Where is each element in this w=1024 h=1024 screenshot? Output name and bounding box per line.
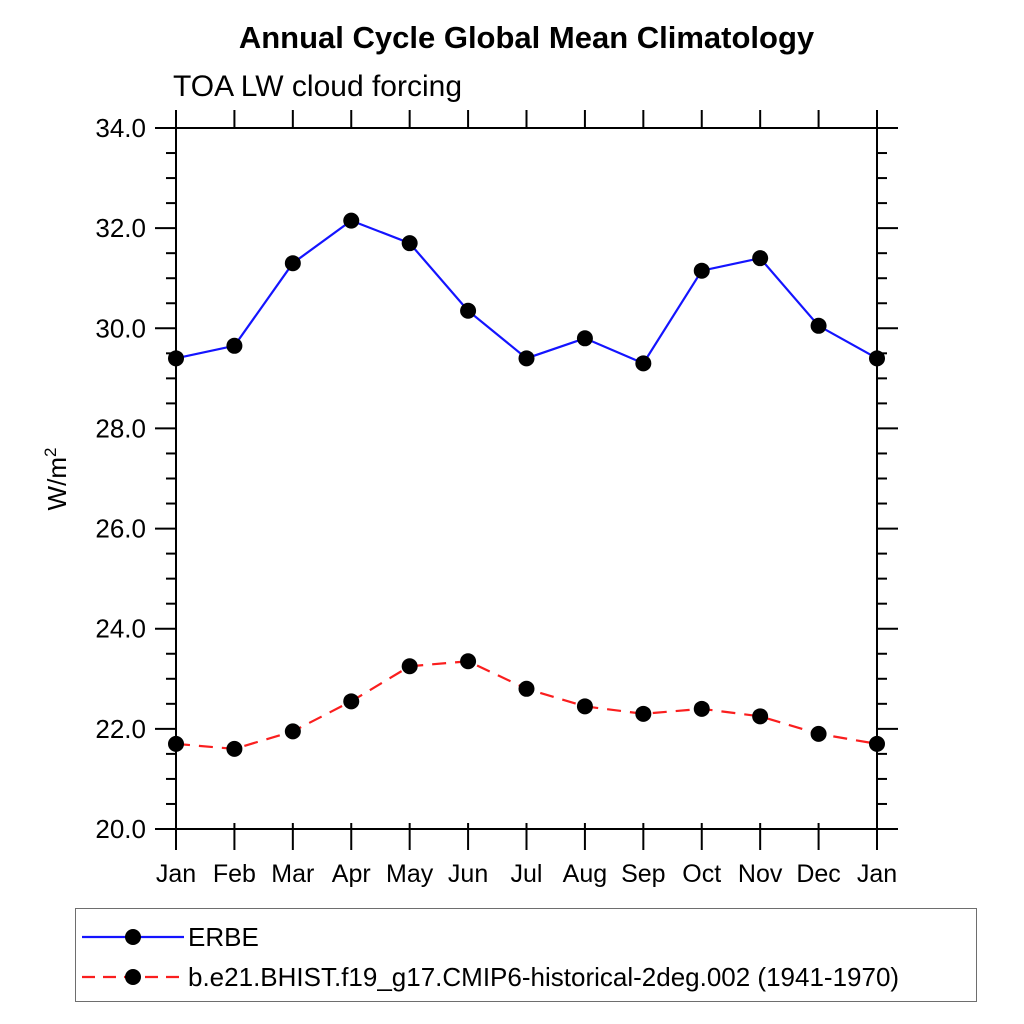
x-tick-label: Sep: [621, 860, 665, 888]
y-tick-label: 30.0: [95, 313, 146, 343]
data-point: [460, 302, 477, 319]
data-point: [518, 680, 535, 697]
data-point: [226, 337, 243, 354]
x-tick-label: Aug: [563, 860, 607, 888]
data-point: [343, 693, 360, 710]
series-line-1: [175, 660, 878, 750]
x-tick-label: Jan: [156, 860, 196, 888]
data-point: [460, 653, 477, 670]
legend-label-erbe: ERBE: [188, 921, 259, 952]
data-point: [693, 700, 710, 717]
y-tick-label: 20.0: [95, 814, 146, 844]
legend-sample-model: [82, 969, 184, 985]
legend-box: ERBE b.e21.BHIST.f19_g17.CMIP6-historica…: [75, 908, 977, 1002]
data-point: [869, 350, 885, 367]
legend-label-model: b.e21.BHIST.f19_g17.CMIP6-historical-2de…: [188, 961, 900, 992]
data-point: [284, 255, 301, 272]
x-tick-label: Nov: [738, 860, 783, 888]
x-tick-label: May: [386, 860, 434, 888]
data-point: [752, 250, 769, 267]
plot-frame: [175, 127, 878, 830]
data-point: [168, 350, 184, 367]
data-point: [752, 708, 769, 725]
y-tick-label: 22.0: [95, 714, 146, 744]
data-point: [401, 235, 418, 252]
y-tick-label: 24.0: [95, 614, 146, 644]
y-tick-label: 32.0: [95, 213, 146, 243]
chart-subtitle: TOA LW cloud forcing: [173, 70, 463, 103]
data-point: [518, 350, 535, 367]
legend-entry-erbe: ERBE: [81, 922, 259, 952]
data-point: [576, 330, 593, 347]
x-tick-label: Oct: [682, 860, 721, 888]
x-tick-label: Apr: [332, 860, 371, 888]
data-point: [635, 355, 652, 372]
y-tick-label: 26.0: [95, 514, 146, 544]
data-point: [401, 658, 418, 675]
chart-title: Annual Cycle Global Mean Climatology: [238, 20, 815, 55]
data-point: [343, 212, 360, 229]
legend-sample-erbe: [82, 929, 184, 945]
series-line-0: [175, 219, 878, 365]
data-point: [635, 705, 652, 722]
data-point: [284, 723, 301, 740]
y-tick-label: 28.0: [95, 413, 146, 443]
data-point: [810, 725, 827, 742]
y-tick-label: 34.0: [95, 113, 146, 143]
data-point: [576, 698, 593, 715]
data-point: [693, 262, 710, 279]
data-point: [168, 735, 184, 752]
x-tick-label: Mar: [271, 860, 314, 888]
x-tick-label: Feb: [213, 860, 256, 888]
data-point: [226, 740, 243, 757]
legend-marker-model: [125, 969, 141, 985]
legend-marker-erbe: [125, 929, 141, 945]
data-point: [810, 317, 827, 334]
x-tick-label: Jun: [448, 860, 488, 888]
legend-entry-model: b.e21.BHIST.f19_g17.CMIP6-historical-2de…: [81, 962, 899, 992]
data-point: [869, 735, 885, 752]
x-tick-label: Jul: [511, 860, 543, 888]
x-tick-label: Dec: [796, 860, 840, 888]
x-tick-label: Jan: [857, 860, 897, 888]
